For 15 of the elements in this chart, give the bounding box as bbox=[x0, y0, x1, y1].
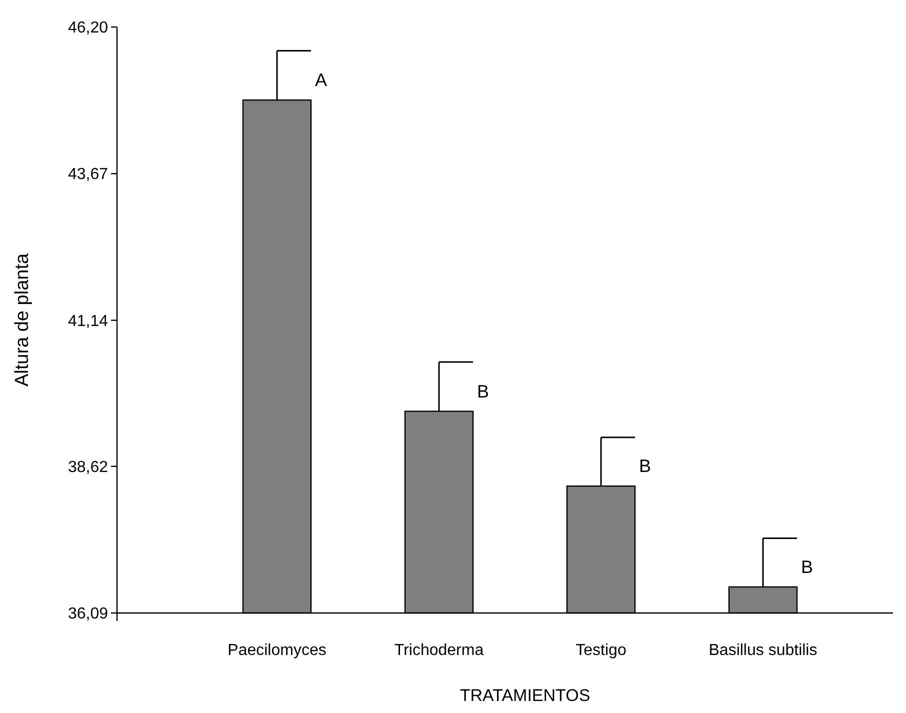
annotation: B bbox=[800, 556, 814, 577]
x-tick-label: Trichoderma bbox=[394, 642, 484, 659]
y-axis-title: Altura de planta bbox=[12, 253, 33, 387]
y-tick-label: 36,09 bbox=[68, 606, 108, 623]
annotation: A bbox=[314, 70, 328, 90]
x-tick-label: Paecilomyces bbox=[228, 642, 326, 659]
x-tick-label: Testigo bbox=[576, 642, 626, 659]
y-tick-label: 43,67 bbox=[68, 166, 108, 184]
y-tick-label: 46,20 bbox=[68, 20, 108, 37]
annotation: B bbox=[476, 381, 490, 402]
x-axis-title: TRATAMIENTOS bbox=[460, 686, 590, 705]
x-tick-label: Basillus subtilis bbox=[708, 642, 818, 659]
y-tick-label: 41,14 bbox=[68, 312, 108, 330]
y-tick-label: 38,62 bbox=[68, 458, 108, 476]
annotation: B bbox=[638, 456, 652, 476]
